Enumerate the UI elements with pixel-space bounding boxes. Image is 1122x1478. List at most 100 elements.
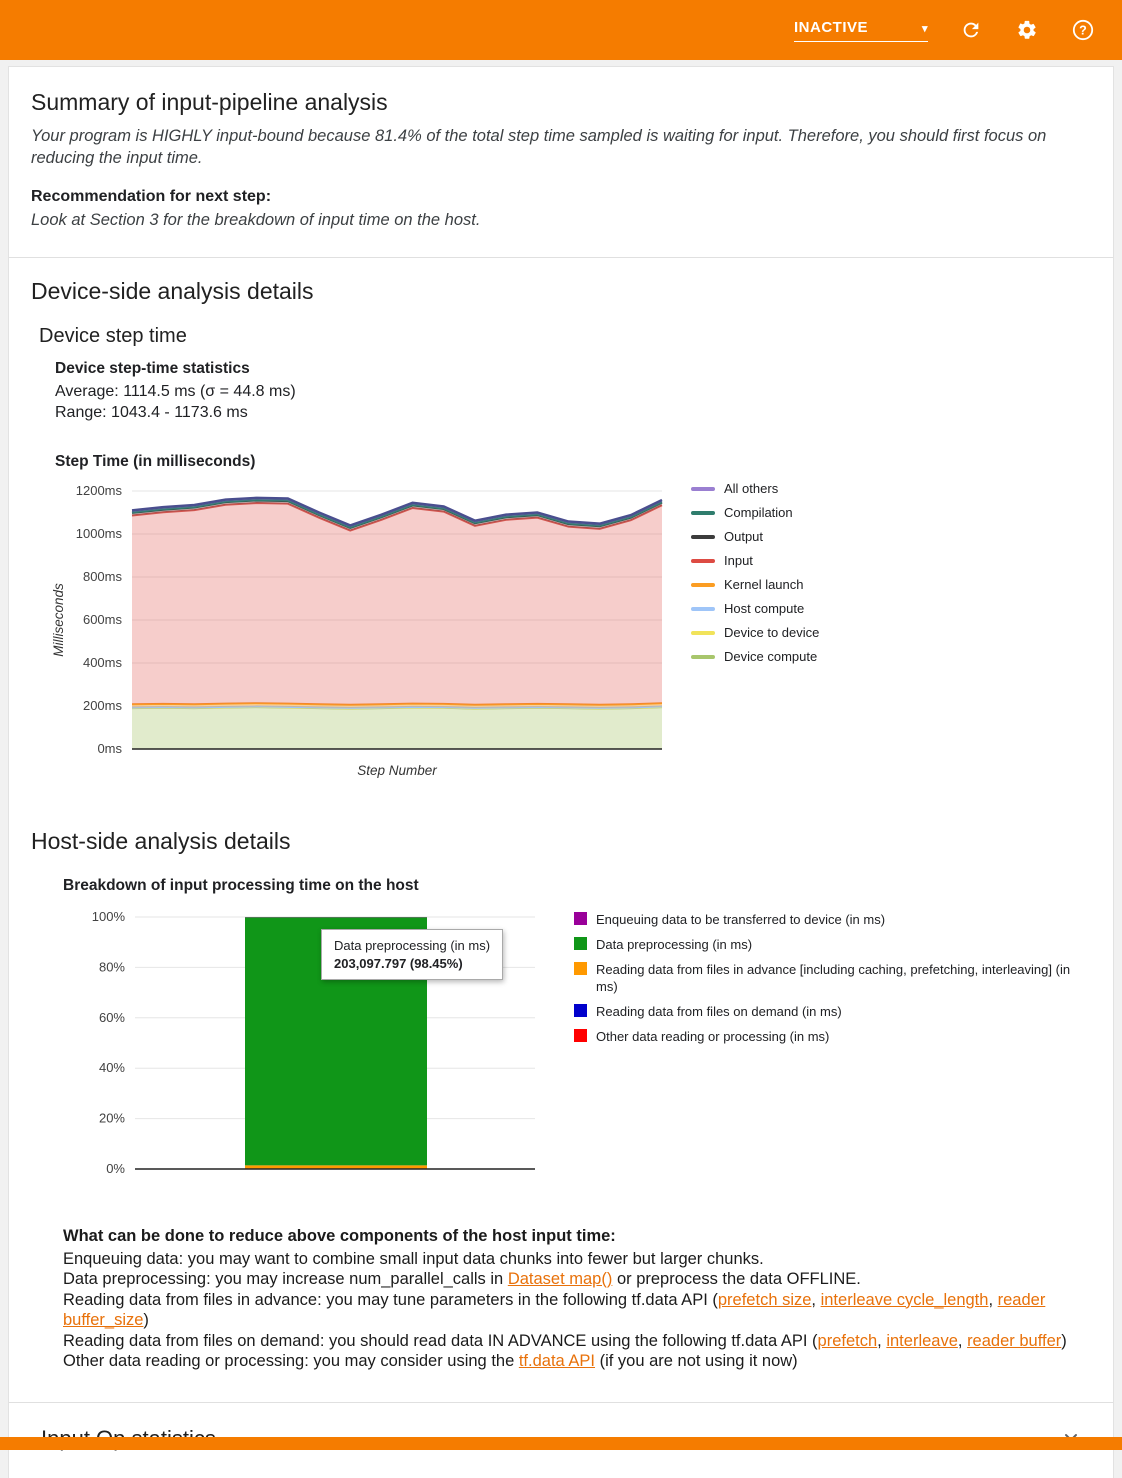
legend-label: Data preprocessing (in ms) — [596, 936, 752, 953]
recommendation-label: Recommendation for next step: — [31, 188, 1091, 206]
host-advice-list: Enqueuing data: you may want to combine … — [63, 1249, 1075, 1372]
legend-swatch — [574, 1004, 587, 1017]
svg-text:0%: 0% — [106, 1161, 125, 1176]
legend-item: Reading data from files on demand (in ms… — [574, 1003, 1091, 1020]
summary-body: Your program is HIGHLY input-bound becau… — [31, 125, 1086, 169]
legend-item: Device to device — [691, 625, 819, 640]
advice-text: or preprocess the data OFFLINE. — [612, 1270, 861, 1288]
tooltip-value: 203,097.797 (98.45%) — [334, 956, 490, 971]
legend-label: Device compute — [724, 649, 817, 664]
legend-item: Output — [691, 529, 819, 544]
advice-text: (if you are not using it now) — [595, 1352, 798, 1370]
svg-text:80%: 80% — [99, 959, 125, 974]
advice-line: Reading data from files on demand: you s… — [63, 1331, 1075, 1352]
advice-link[interactable]: tf.data API — [519, 1352, 595, 1370]
legend-label: Compilation — [724, 505, 793, 520]
advice-link[interactable]: interleave cycle_length — [821, 1291, 989, 1309]
legend-swatch — [691, 511, 715, 515]
host-section-title: Host-side analysis details — [31, 828, 1091, 855]
svg-text:Step Number: Step Number — [357, 763, 437, 778]
svg-text:0ms: 0ms — [97, 741, 122, 756]
legend-label: All others — [724, 481, 778, 496]
advice-text: Other data reading or processing: you ma… — [63, 1352, 519, 1370]
legend-label: Kernel launch — [724, 577, 804, 592]
host-chart-legend: Enqueuing data to be transferred to devi… — [574, 901, 1091, 1045]
legend-swatch — [691, 535, 715, 539]
svg-text:Milliseconds: Milliseconds — [51, 583, 66, 657]
chevron-down-icon: ▾ — [922, 22, 928, 36]
legend-swatch — [691, 607, 715, 611]
chart-tooltip: Data preprocessing (in ms) 203,097.797 (… — [321, 929, 503, 980]
status-select[interactable]: INACTIVE ▾ — [794, 19, 928, 42]
advice-text: Data preprocessing: you may increase num… — [63, 1270, 508, 1288]
advice-text: Reading data from files in advance: you … — [63, 1291, 718, 1309]
step-time-chart[interactable]: 0ms 200ms 400ms 600ms 800ms 1000ms 1200ms Step … — [47, 477, 677, 782]
host-section: Host-side analysis details Breakdown of … — [9, 824, 1113, 1402]
advice-link[interactable]: interleave — [886, 1332, 958, 1350]
svg-text:100%: 100% — [92, 909, 126, 924]
legend-swatch — [574, 912, 587, 925]
main-content: Summary of input-pipeline analysis Your … — [8, 66, 1114, 1478]
status-select-value: INACTIVE — [794, 19, 868, 36]
device-stats-heading: Device step-time statistics — [55, 360, 1091, 378]
svg-text:1200ms: 1200ms — [76, 483, 123, 498]
gear-icon — [1016, 19, 1038, 41]
svg-text:200ms: 200ms — [83, 698, 123, 713]
legend-item: Other data reading or processing (in ms) — [574, 1028, 1091, 1045]
advice-line: Reading data from files in advance: you … — [63, 1290, 1075, 1331]
step-chart-title: Step Time (in milliseconds) — [55, 453, 1091, 471]
legend-swatch — [691, 583, 715, 587]
advice-text: Enqueuing data: you may want to combine … — [63, 1250, 764, 1268]
advice-line: Enqueuing data: you may want to combine … — [63, 1249, 1075, 1270]
refresh-button[interactable] — [958, 17, 984, 43]
app-header: INACTIVE ▾ ? — [0, 0, 1122, 60]
svg-text:800ms: 800ms — [83, 569, 123, 584]
help-icon: ? — [1071, 18, 1095, 42]
advice-link[interactable]: Dataset map() — [508, 1270, 613, 1288]
svg-text:600ms: 600ms — [83, 612, 123, 627]
device-section-title: Device-side analysis details — [31, 278, 1091, 305]
advice-text: ) — [143, 1311, 149, 1329]
legend-item: All others — [691, 481, 819, 496]
legend-label: Reading data from files on demand (in ms… — [596, 1003, 842, 1020]
advice-link[interactable]: prefetch size — [718, 1291, 812, 1309]
svg-text:?: ? — [1079, 23, 1087, 37]
legend-item: Input — [691, 553, 819, 568]
legend-swatch — [574, 962, 587, 975]
device-stats-range: Range: 1043.4 - 1173.6 ms — [55, 402, 1091, 423]
legend-swatch — [691, 631, 715, 635]
advice-text: Reading data from files on demand: you s… — [63, 1332, 818, 1350]
advice-text: , — [988, 1291, 997, 1309]
host-advice: What can be done to reduce above compone… — [63, 1226, 1075, 1372]
legend-label: Input — [724, 553, 753, 568]
help-button[interactable]: ? — [1070, 17, 1096, 43]
step-chart-legend: All others Compilation Output Input Kernel l… — [691, 477, 819, 664]
legend-label: Enqueuing data to be transferred to devi… — [596, 911, 885, 928]
summary-section: Summary of input-pipeline analysis Your … — [9, 67, 1113, 257]
legend-label: Device to device — [724, 625, 819, 640]
settings-button[interactable] — [1014, 17, 1040, 43]
advice-heading: What can be done to reduce above compone… — [63, 1226, 1075, 1247]
svg-text:40%: 40% — [99, 1060, 125, 1075]
svg-text:1000ms: 1000ms — [76, 526, 123, 541]
device-section: Device-side analysis details Device step… — [9, 257, 1113, 824]
svg-text:60%: 60% — [99, 1010, 125, 1025]
refresh-icon — [960, 19, 982, 41]
advice-line: Data preprocessing: you may increase num… — [63, 1269, 1075, 1290]
legend-swatch — [691, 487, 715, 491]
svg-text:400ms: 400ms — [83, 655, 123, 670]
legend-swatch — [691, 559, 715, 563]
legend-swatch — [574, 1029, 587, 1042]
legend-label: Reading data from files in advance [incl… — [596, 961, 1091, 995]
advice-link[interactable]: reader buffer — [967, 1332, 1061, 1350]
legend-item: Device compute — [691, 649, 819, 664]
advice-text: , — [958, 1332, 967, 1350]
advice-link[interactable]: prefetch — [818, 1332, 878, 1350]
bottom-bar — [0, 1437, 1122, 1450]
host-chart-title: Breakdown of input processing time on th… — [63, 877, 1091, 895]
device-stats-average: Average: 1114.5 ms (σ = 44.8 ms) — [55, 381, 1091, 402]
legend-swatch — [691, 655, 715, 659]
device-step-time-title: Device step time — [39, 325, 1091, 348]
legend-item: Data preprocessing (in ms) — [574, 936, 1091, 953]
legend-item: Kernel launch — [691, 577, 819, 592]
